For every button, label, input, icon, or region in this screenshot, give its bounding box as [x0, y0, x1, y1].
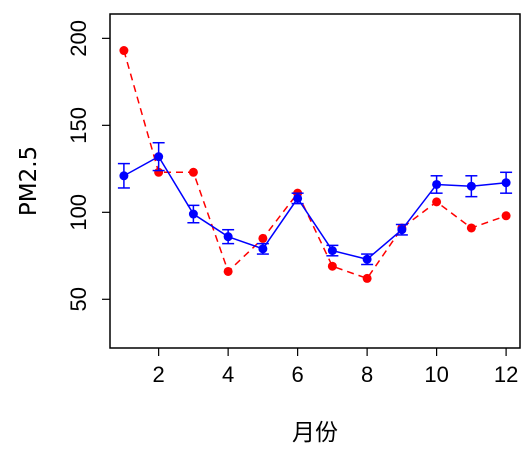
y-tick-label: 100 [66, 194, 91, 231]
series-dashed-red [119, 46, 511, 283]
x-tick-label: 4 [222, 362, 234, 387]
data-point [397, 225, 407, 235]
data-point [432, 197, 442, 207]
data-point [258, 244, 268, 254]
data-point [223, 232, 233, 242]
data-point [362, 273, 372, 283]
y-tick-label: 200 [66, 20, 91, 57]
x-tick-label: 6 [292, 362, 304, 387]
data-point [362, 254, 372, 264]
y-axis: 50 100 150 200 [66, 20, 110, 312]
y-tick-label: 50 [66, 287, 91, 311]
data-point [466, 181, 476, 191]
data-point [119, 46, 129, 56]
data-point [432, 179, 442, 189]
y-axis-title: PM2.5 [16, 146, 42, 216]
data-point [327, 261, 337, 271]
data-point [293, 193, 303, 203]
x-tick-label: 10 [424, 362, 448, 387]
data-point [258, 233, 268, 243]
data-point [223, 266, 233, 276]
data-point [327, 246, 337, 256]
data-point [501, 211, 511, 221]
x-tick-label: 2 [153, 362, 165, 387]
data-point [466, 223, 476, 233]
x-axis-title: 月份 [292, 420, 338, 446]
data-point [119, 171, 129, 181]
series-line [123, 155, 507, 261]
data-point [501, 178, 511, 188]
data-point [188, 167, 198, 177]
plot-frame [109, 13, 521, 349]
x-tick-label: 8 [361, 362, 373, 387]
data-point [188, 209, 198, 219]
y-tick-label: 150 [66, 107, 91, 144]
x-tick-label: 12 [494, 362, 518, 387]
series-line [123, 50, 507, 280]
series-solid-blue [117, 141, 513, 266]
data-point [154, 152, 164, 162]
x-axis: 2 4 6 8 10 12 [153, 348, 518, 387]
series-layer [117, 46, 513, 283]
